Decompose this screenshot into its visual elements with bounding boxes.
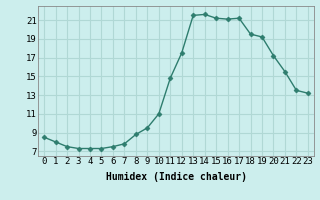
X-axis label: Humidex (Indice chaleur): Humidex (Indice chaleur) — [106, 172, 246, 182]
